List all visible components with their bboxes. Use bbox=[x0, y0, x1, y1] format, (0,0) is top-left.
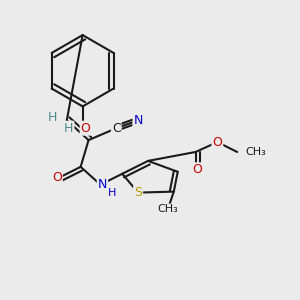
Text: O: O bbox=[81, 122, 91, 135]
Text: N: N bbox=[134, 114, 143, 127]
Text: H: H bbox=[64, 122, 74, 135]
Text: CH₃: CH₃ bbox=[245, 147, 266, 157]
Text: N: N bbox=[98, 178, 107, 191]
Text: O: O bbox=[212, 136, 222, 148]
Text: H: H bbox=[48, 111, 58, 124]
Text: CH₃: CH₃ bbox=[158, 204, 178, 214]
Text: H: H bbox=[108, 188, 116, 198]
Text: S: S bbox=[134, 186, 142, 199]
Text: C: C bbox=[112, 122, 121, 135]
Text: O: O bbox=[52, 171, 62, 184]
Text: O: O bbox=[193, 163, 202, 176]
